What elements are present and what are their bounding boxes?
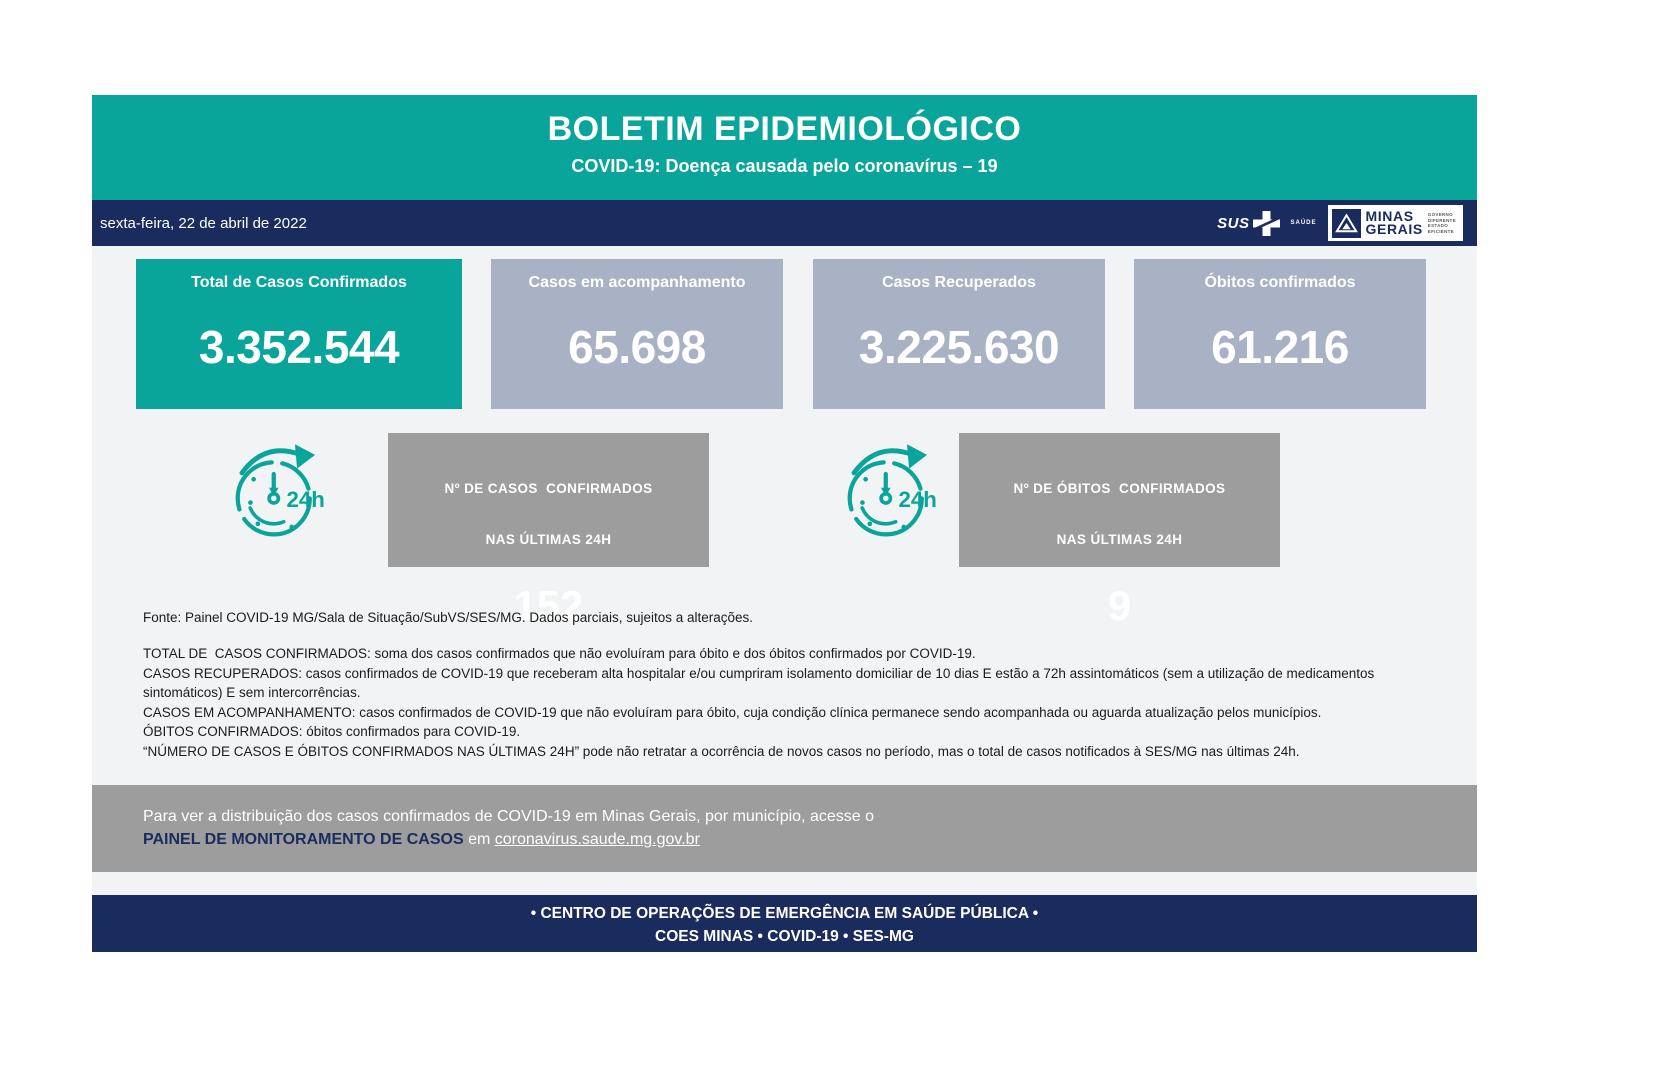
- stat-card-acompanhamento: Casos em acompanhamento 65.698: [491, 259, 783, 409]
- date-label: sexta-feira, 22 de abril de 2022: [100, 214, 307, 232]
- clock-24h-icon: 24h: [235, 444, 325, 537]
- date-bar: sexta-feira, 22 de abril de 2022 SUS SAÚ…: [92, 200, 1477, 246]
- mg-logo-name: MINAS GERAIS: [1365, 208, 1423, 237]
- mg-triangle-icon: [1331, 208, 1361, 238]
- clock-24h-label: 24h: [898, 487, 936, 512]
- bulletin-body: Total de Casos Confirmados 3.352.544 Cas…: [92, 246, 1477, 895]
- sus-logo: SUS: [1217, 210, 1280, 236]
- footer-line1: • CENTRO DE OPERAÇÕES DE EMERGÊNCIA EM S…: [530, 905, 1039, 922]
- card-casos-24h: Nº DE CASOS CONFIRMADOS NAS ÚLTIMAS 24H …: [388, 433, 709, 629]
- logo-area: SUS SAÚDE MINAS G: [1217, 205, 1463, 241]
- minas-gerais-logo: MINAS GERAIS GOVERNO DIFERENTE ESTADO EF…: [1327, 205, 1463, 241]
- link-band-intro: Para ver a distribuição dos casos confir…: [143, 808, 874, 825]
- stat-value: 65.698: [568, 320, 706, 373]
- stat-value: 3.352.544: [198, 320, 400, 373]
- footer-band: • CENTRO DE OPERAÇÕES DE EMERGÊNCIA EM S…: [92, 895, 1477, 952]
- mg-name-line2: GERAIS: [1365, 221, 1423, 237]
- stat-label: Total de Casos Confirmados: [191, 274, 407, 291]
- source-note: Fonte: Painel COVID-19 MG/Sala de Situaç…: [143, 610, 754, 625]
- card-obitos-24h-title: Nº DE ÓBITOS CONFIRMADOS NAS ÚLTIMAS 24H: [1013, 481, 1226, 547]
- definitions-block: TOTAL DE CASOS CONFIRMADOS: soma dos cas…: [143, 644, 1443, 761]
- link-band-line2: PAINEL DE MONITORAMENTO DE CASOS em coro…: [143, 831, 1477, 849]
- card-casos-24h-title: Nº DE CASOS CONFIRMADOS NAS ÚLTIMAS 24H: [444, 481, 653, 547]
- card-obitos-24h: Nº DE ÓBITOS CONFIRMADOS NAS ÚLTIMAS 24H…: [959, 433, 1280, 629]
- sus-cross-icon: [1252, 210, 1280, 236]
- bulletin: BOLETIM EPIDEMIOLÓGICO COVID-19: Doença …: [92, 95, 1477, 952]
- definition-ultimas-24h: “NÚMERO DE CASOS E ÓBITOS CONFIRMADOS NA…: [143, 743, 1300, 759]
- definition-acompanhamento: CASOS EM ACOMPANHAMENTO: casos confirmad…: [143, 704, 1322, 720]
- definition-recuperados: CASOS RECUPERADOS: casos confirmados de …: [143, 665, 1379, 701]
- sus-label: SUS: [1217, 214, 1250, 232]
- stat-label: Óbitos confirmados: [1204, 274, 1356, 291]
- painel-monitoramento-label: PAINEL DE MONITORAMENTO DE CASOS: [143, 831, 464, 848]
- card-casos-24h-value: 152: [513, 582, 584, 629]
- footer-line2: COES MINAS • COVID-19 • SES-MG: [655, 928, 914, 945]
- link-band: Para ver a distribuição dos casos confir…: [92, 785, 1477, 872]
- definition-total-confirmados: TOTAL DE CASOS CONFIRMADOS: soma dos cas…: [143, 646, 976, 661]
- definition-obitos: ÓBITOS CONFIRMADOS: óbitos confirmados p…: [143, 724, 521, 739]
- stat-label: Casos em acompanhamento: [528, 274, 746, 291]
- header-band: BOLETIM EPIDEMIOLÓGICO COVID-19: Doença …: [92, 95, 1477, 200]
- card-obitos-24h-value: 9: [1107, 582, 1132, 629]
- stat-card-obitos: Óbitos confirmados 61.216: [1134, 259, 1426, 409]
- saude-label: SAÚDE: [1290, 220, 1317, 226]
- page-subtitle: COVID-19: Doença causada pelo coronavíru…: [571, 156, 998, 176]
- stat-card-total-confirmados: Total de Casos Confirmados 3.352.544: [136, 259, 462, 409]
- stat-label: Casos Recuperados: [882, 274, 1036, 291]
- clock-24h-label: 24h: [286, 487, 324, 512]
- coronavirus-site-link[interactable]: coronavirus.saude.mg.gov.br: [494, 831, 700, 848]
- link-connector: em: [463, 831, 495, 848]
- page-title: BOLETIM EPIDEMIOLÓGICO: [547, 110, 1022, 148]
- stat-card-recuperados: Casos Recuperados 3.225.630: [813, 259, 1105, 409]
- stat-value: 3.225.630: [858, 320, 1060, 373]
- mg-name-line1: MINAS: [1365, 208, 1414, 224]
- stat-value: 61.216: [1211, 320, 1349, 373]
- mg-logo-tagline: GOVERNO DIFERENTE ESTADO EFICIENTE: [1427, 212, 1456, 234]
- clock-24h-icon: 24h: [847, 444, 937, 537]
